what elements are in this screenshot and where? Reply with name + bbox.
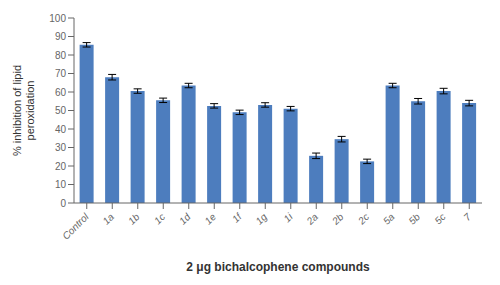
svg-text:2b: 2b (329, 211, 346, 228)
svg-text:40: 40 (55, 124, 67, 135)
svg-text:20: 20 (55, 161, 67, 172)
svg-text:30: 30 (55, 142, 67, 153)
svg-text:1i: 1i (281, 211, 295, 225)
svg-text:60: 60 (55, 87, 67, 98)
svg-text:2a: 2a (304, 211, 321, 228)
svg-text:1g: 1g (253, 211, 269, 227)
svg-text:10: 10 (55, 179, 67, 190)
svg-text:Control: Control (60, 211, 91, 242)
svg-text:5b: 5b (406, 211, 422, 227)
svg-text:0: 0 (60, 198, 66, 209)
svg-text:1d: 1d (177, 211, 193, 227)
svg-text:100: 100 (49, 13, 66, 24)
svg-text:1c: 1c (152, 211, 167, 226)
svg-text:5c: 5c (432, 211, 447, 226)
svg-text:80: 80 (55, 50, 67, 61)
svg-text:90: 90 (55, 31, 67, 42)
svg-text:2c: 2c (355, 211, 371, 227)
svg-text:% inhibition of lipidperoxidat: % inhibition of lipidperoxidation (11, 65, 36, 156)
svg-text:2 μg bichalcophene compounds: 2 μg bichalcophene compounds (186, 260, 370, 274)
svg-text:1b: 1b (126, 211, 142, 227)
svg-text:1a: 1a (100, 211, 116, 227)
svg-text:70: 70 (55, 68, 67, 79)
svg-text:7: 7 (461, 211, 473, 223)
svg-text:50: 50 (55, 105, 67, 116)
svg-text:5a: 5a (381, 211, 397, 227)
svg-text:1e: 1e (202, 211, 218, 227)
svg-text:1f: 1f (230, 210, 245, 225)
